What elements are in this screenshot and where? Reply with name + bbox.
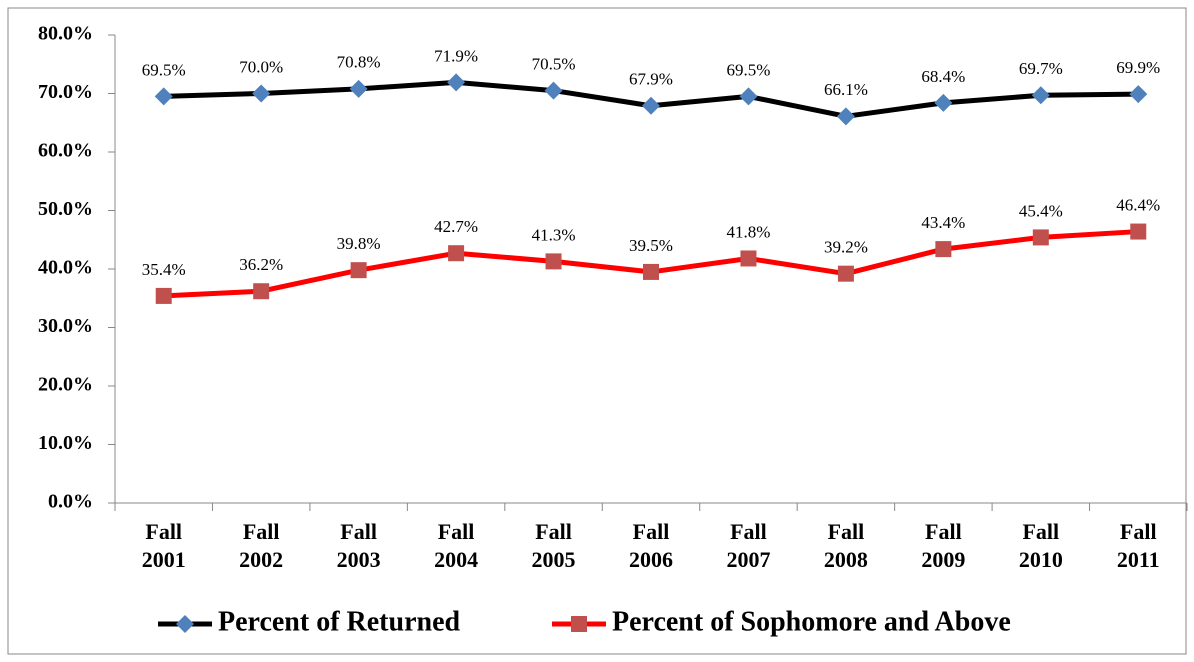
x-tick-label: Fall 2004 [434, 519, 479, 572]
marker [1129, 85, 1148, 104]
marker [154, 87, 173, 106]
marker [1031, 86, 1050, 105]
x-tick-label: Fall 2010 [1018, 519, 1063, 572]
data-label: 69.5% [726, 60, 770, 79]
data-label: 41.3% [532, 225, 576, 244]
y-tick-label: 40.0% [38, 257, 93, 279]
y-tick-label: 70.0% [38, 81, 93, 103]
x-tick-label: Fall 2008 [823, 519, 868, 572]
marker [176, 615, 194, 633]
y-tick-label: 30.0% [38, 315, 93, 337]
marker [934, 93, 953, 112]
marker [935, 241, 952, 258]
x-tick-label: Fall 2007 [726, 519, 771, 572]
x-tick-label: Fall 2001 [141, 519, 186, 572]
marker [155, 287, 172, 304]
x-tick-label: Fall 2005 [531, 519, 576, 572]
marker [252, 84, 271, 103]
data-label: 39.8% [337, 234, 381, 253]
data-label: 71.9% [434, 46, 478, 65]
data-label: 45.4% [1019, 201, 1063, 220]
data-label: 69.5% [142, 60, 186, 79]
y-tick-label: 20.0% [38, 374, 93, 396]
marker [253, 283, 270, 300]
data-label: 66.1% [824, 80, 868, 99]
data-label: 70.5% [532, 54, 576, 73]
data-label: 41.8% [726, 222, 770, 241]
x-tick-label: Fall 2011 [1116, 519, 1160, 572]
marker [349, 79, 368, 98]
data-label: 46.4% [1116, 195, 1160, 214]
data-label: 70.0% [239, 57, 283, 76]
data-label: 39.5% [629, 236, 673, 255]
data-label: 39.2% [824, 238, 868, 257]
marker [1032, 229, 1049, 246]
marker [836, 107, 855, 126]
x-tick-label: Fall 2002 [239, 519, 284, 572]
y-tick-label: 10.0% [38, 432, 93, 454]
data-label: 35.4% [142, 260, 186, 279]
marker [642, 96, 660, 115]
x-tick-label: Fall 2009 [921, 519, 966, 572]
data-label: 67.9% [629, 70, 673, 89]
marker [643, 263, 659, 280]
y-tick-label: 50.0% [38, 198, 93, 220]
marker [448, 245, 465, 262]
marker [571, 616, 587, 632]
marker [447, 73, 466, 92]
data-label: 70.8% [337, 53, 381, 72]
chart-border [7, 7, 1187, 655]
x-tick-label: Fall 2006 [629, 519, 673, 572]
legend-label: Percent of Sophomore and Above [612, 606, 1011, 637]
data-label: 42.7% [434, 217, 478, 236]
y-tick-label: 80.0% [38, 23, 93, 45]
data-label: 69.9% [1116, 58, 1160, 77]
marker [740, 250, 757, 267]
marker [350, 262, 367, 279]
y-tick-label: 0.0% [48, 491, 93, 513]
y-tick-label: 60.0% [38, 140, 93, 162]
marker [739, 87, 758, 106]
data-label: 36.2% [239, 255, 283, 274]
legend-label: Percent of Returned [218, 606, 461, 637]
data-label: 43.4% [921, 213, 965, 232]
marker [1130, 223, 1147, 240]
data-label: 68.4% [921, 67, 965, 86]
data-label: 69.7% [1019, 59, 1063, 78]
x-tick-label: Fall 2003 [336, 519, 381, 572]
marker [837, 265, 854, 282]
marker [545, 253, 562, 270]
marker [544, 81, 563, 100]
